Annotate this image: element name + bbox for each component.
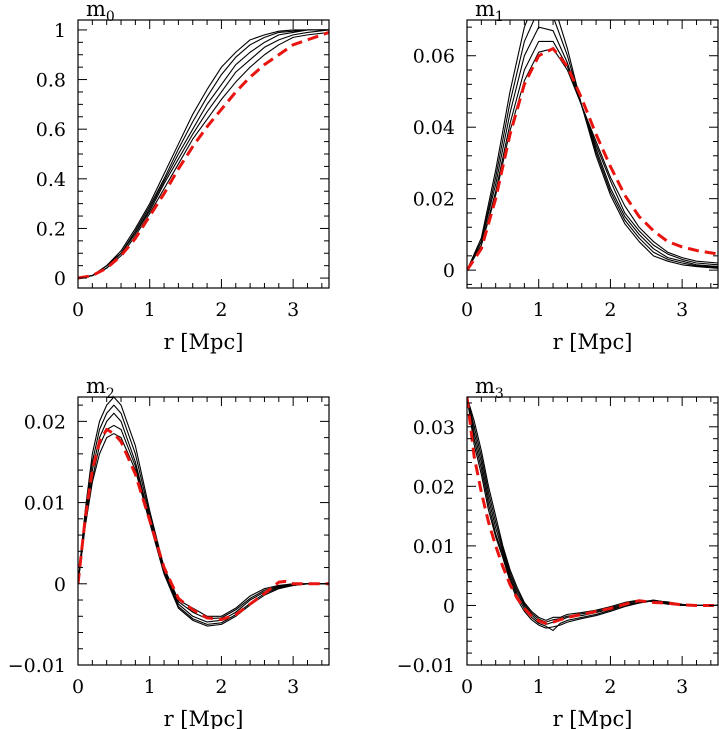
y-tick-label: 0.4 [36,169,66,191]
x-tick-label: 1 [533,676,545,698]
x-tick-label: 2 [604,676,616,698]
black-curve-2-2 [78,412,329,623]
black-curve-2-0 [78,397,329,617]
panel-0: 0 1 2 300.20.40.60.81r [Mpc]m0 [36,0,330,354]
x-tick-label: 0 [72,299,84,321]
panel-title-subscript: 3 [495,386,504,402]
black-curve-3-2 [467,397,718,626]
y-tick-label: 0.06 [413,46,455,68]
black-curve-2-1 [78,404,329,620]
x-axis-title: r [Mpc] [164,707,244,729]
y-tick-label: 0 [443,260,455,282]
panel-title: m2 [86,374,115,402]
red-dashed-curve-3-5 [467,397,718,625]
black-curve-0-4 [78,31,329,279]
y-tick-label: 0.6 [36,119,66,141]
x-tick-label: 2 [215,676,227,698]
plot-frame [466,19,719,289]
y-tick-label: −0.01 [397,655,455,677]
x-tick-label: 3 [676,299,688,321]
red-dashed-curve-1-5 [467,47,718,271]
x-axis-title: r [Mpc] [553,707,633,729]
y-tick-label: 0.03 [413,417,455,439]
y-tick-label: 0.02 [413,476,455,498]
panel-title-subscript: 0 [106,9,115,25]
black-curve-0-3 [78,29,329,279]
plot-frame [77,19,330,289]
panel-title-main: m [475,374,495,398]
y-tick-label: 0 [443,595,455,617]
black-curve-2-3 [78,424,329,625]
y-tick-label: 0 [54,574,66,596]
red-dashed-curve-2-5 [78,427,329,622]
black-curve-3-1 [467,397,718,623]
black-curve-1-1 [467,20,718,271]
y-tick-label: 0.8 [36,70,66,92]
black-curve-0-0 [78,29,329,279]
panel-title: m1 [475,0,504,25]
plot-frame [77,396,330,666]
plot-area [467,397,718,632]
black-curve-2-4 [78,433,329,627]
black-curve-0-2 [78,29,329,279]
x-tick-label: 2 [604,299,616,321]
y-tick-label: 0 [54,268,66,290]
panel-title-main: m [86,374,106,398]
y-tick-label: 1 [54,20,66,42]
x-tick-label: 1 [144,299,156,321]
black-curve-0-1 [78,29,329,279]
black-curve-3-3 [467,397,718,632]
panel-title: m0 [86,0,115,25]
plot-frame [466,396,719,666]
panel-title: m3 [475,374,504,402]
x-tick-label: 0 [461,676,473,698]
plot-area [78,397,329,627]
x-tick-label: 1 [533,299,545,321]
y-tick-label: 0.02 [24,411,66,433]
x-tick-label: 3 [287,676,299,698]
y-tick-label: 0.01 [24,493,66,515]
y-tick-label: 0.2 [36,218,66,240]
x-tick-label: 0 [72,676,84,698]
panel-1: 0 1 2 300.020.040.06r [Mpc]m1 [413,0,719,354]
panel-title-subscript: 2 [106,386,115,402]
x-tick-label: 1 [144,676,156,698]
black-curve-1-4 [467,48,718,271]
plot-area [78,29,329,280]
panel-title-main: m [86,0,106,21]
y-tick-label: 0.04 [413,117,455,139]
black-curve-3-4 [467,397,718,629]
red-dashed-curve-0-5 [78,30,329,280]
plot-area [467,20,718,271]
x-tick-label: 3 [676,676,688,698]
black-curve-1-2 [467,26,718,271]
black-curve-3-0 [467,397,718,621]
y-tick-label: −0.01 [8,655,66,677]
panel-title-main: m [475,0,495,21]
x-tick-label: 3 [287,299,299,321]
y-tick-label: 0.02 [413,189,455,211]
x-tick-label: 0 [461,299,473,321]
x-axis-title: r [Mpc] [553,330,633,354]
panel-title-subscript: 1 [495,9,504,25]
black-curve-1-3 [467,40,718,271]
y-tick-label: 0.01 [413,536,455,558]
x-axis-title: r [Mpc] [164,330,244,354]
x-tick-label: 2 [215,299,227,321]
